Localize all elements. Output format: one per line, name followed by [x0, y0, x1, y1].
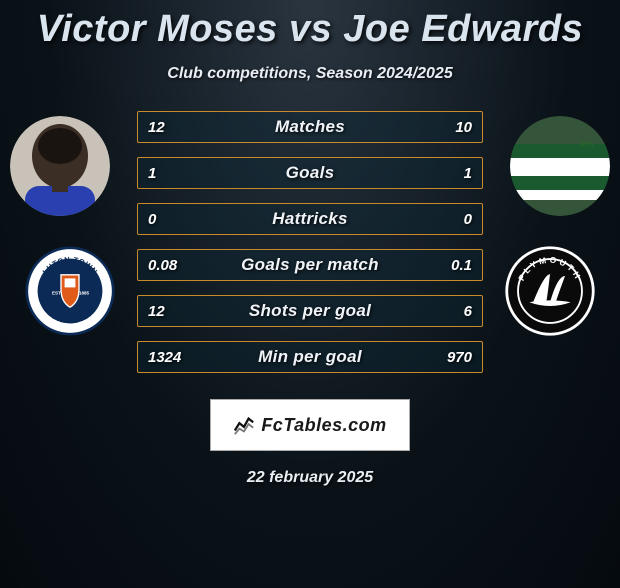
- club-badge-left: LUTON TOWN FOOTBALL CLUB EST 1885: [20, 241, 120, 341]
- stat-row: 12 Shots per goal 6: [137, 295, 483, 327]
- stat-value-left: 12: [148, 119, 165, 136]
- chart-icon: [233, 414, 255, 436]
- stat-label: Min per goal: [258, 347, 362, 367]
- stat-label: Goals: [286, 163, 335, 183]
- stats-bars: 12 Matches 10 1 Goals 1 0 Hattricks 0 0.…: [137, 111, 483, 373]
- stat-value-right: 970: [447, 349, 472, 366]
- stat-value-right: 1: [464, 165, 472, 182]
- stat-value-left: 1324: [148, 349, 181, 366]
- footer-brand: FcTables.com: [210, 399, 410, 451]
- stat-label: Hattricks: [272, 209, 347, 229]
- stat-value-left: 12: [148, 303, 165, 320]
- stat-row: 12 Matches 10: [137, 111, 483, 143]
- svg-text:EST: EST: [52, 291, 61, 296]
- stat-label: Goals per match: [241, 255, 379, 275]
- page-title: Victor Moses vs Joe Edwards: [0, 8, 620, 51]
- footer-date: 22 february 2025: [0, 469, 620, 487]
- subtitle: Club competitions, Season 2024/2025: [0, 65, 620, 83]
- stat-label: Matches: [275, 117, 345, 137]
- player-left-avatar: [10, 116, 110, 216]
- player-right-avatar: N+S: [510, 116, 610, 216]
- stat-value-right: 6: [464, 303, 472, 320]
- stat-value-left: 1: [148, 165, 156, 182]
- stat-value-right: 0.1: [451, 257, 472, 274]
- stat-value-right: 0: [464, 211, 472, 228]
- stat-value-left: 0: [148, 211, 156, 228]
- svg-text:1885: 1885: [79, 291, 90, 296]
- plymouth-badge-icon: PLYMOUTH: [503, 244, 597, 338]
- stat-value-right: 10: [455, 119, 472, 136]
- svg-text:N+S: N+S: [580, 141, 594, 148]
- comparison-content: N+S LUTON TOWN FOOTBALL CLUB EST 1885: [0, 111, 620, 487]
- luton-badge-icon: LUTON TOWN FOOTBALL CLUB EST 1885: [25, 246, 115, 336]
- stat-row: 0.08 Goals per match 0.1: [137, 249, 483, 281]
- stat-label: Shots per goal: [249, 301, 371, 321]
- footer-brand-text: FcTables.com: [261, 415, 386, 436]
- stat-row: 1 Goals 1: [137, 157, 483, 189]
- avatar-left-graphic: [10, 116, 110, 216]
- stat-row: 1324 Min per goal 970: [137, 341, 483, 373]
- club-badge-right: PLYMOUTH: [500, 241, 600, 341]
- avatar-right-graphic: N+S: [510, 116, 610, 216]
- stat-value-left: 0.08: [148, 257, 177, 274]
- stat-row: 0 Hattricks 0: [137, 203, 483, 235]
